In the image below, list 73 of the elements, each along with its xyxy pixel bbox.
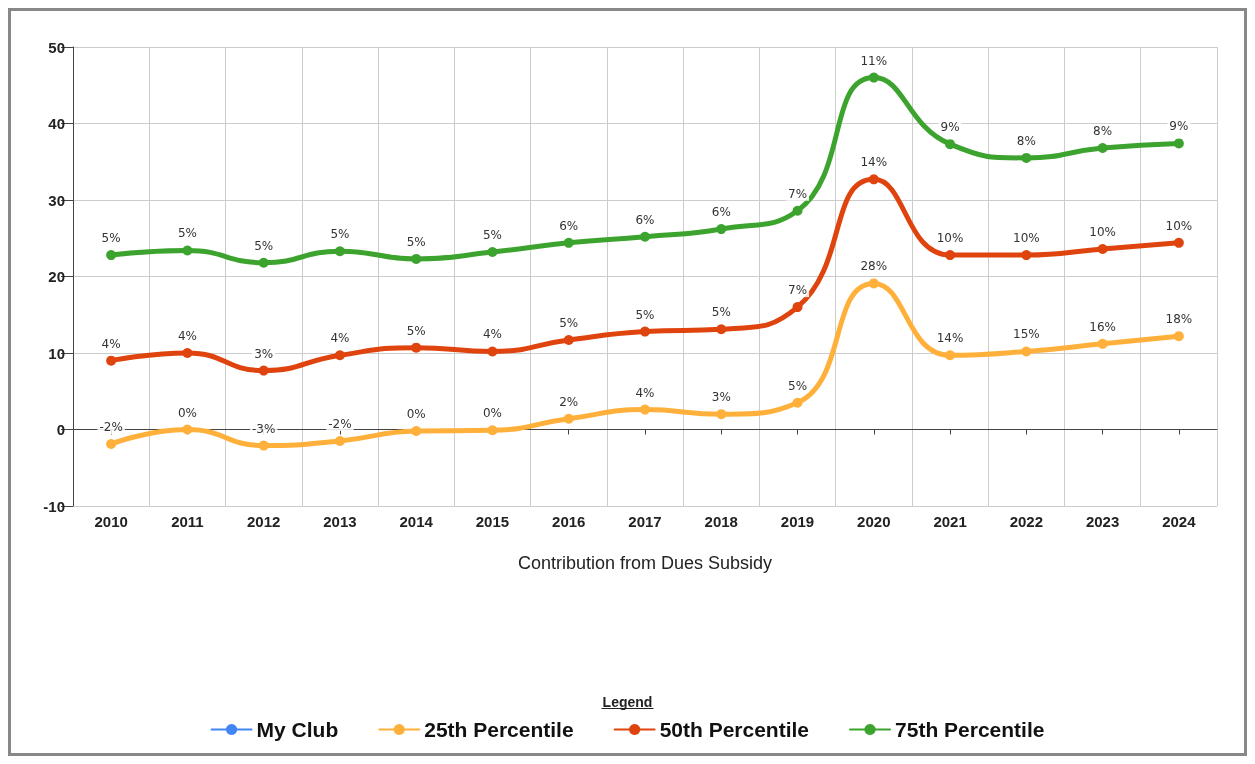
annotation: 9% <box>1169 119 1189 134</box>
annotation: 3% <box>711 390 731 405</box>
x-tick-label: 2014 <box>399 513 434 530</box>
x-tick-label: 2021 <box>933 513 967 530</box>
legend-label: My Club <box>256 718 339 741</box>
legend-title: Legend <box>602 694 653 710</box>
y-tick-label: 30 <box>48 191 65 209</box>
annotation: 4% <box>330 331 350 346</box>
x-axis-title: Contribution from Dues Subsidy <box>517 553 773 573</box>
annotation: -2% <box>328 416 352 431</box>
y-tick-label: -10 <box>43 497 65 515</box>
annotation: 14% <box>936 331 964 346</box>
annotation: 9% <box>940 120 960 135</box>
annotation: 5% <box>406 234 426 249</box>
x-tick-label: 2024 <box>1162 513 1197 530</box>
annotation: 5% <box>635 307 655 322</box>
annotation: -3% <box>251 421 276 436</box>
annotation: 0% <box>177 405 197 420</box>
annotation: 10% <box>1089 224 1116 239</box>
y-tick-label: 50 <box>48 38 65 56</box>
annotation: 10% <box>1165 218 1193 233</box>
legend-label: 50th Percentile <box>659 718 810 741</box>
annotation: 28% <box>860 259 888 274</box>
annotation: 2% <box>559 394 579 409</box>
x-tick-label: 2022 <box>1009 513 1044 530</box>
x-tick-label: 2017 <box>628 513 662 530</box>
annotation: 7% <box>788 186 808 201</box>
annotation: 10% <box>1013 231 1040 246</box>
annotation: 4% <box>635 385 655 400</box>
annotation: 5% <box>788 378 808 393</box>
annotation: 4% <box>482 327 502 342</box>
x-tick-label: 2010 <box>94 513 128 530</box>
annotation: 5% <box>330 227 350 242</box>
annotation: 5% <box>254 238 274 253</box>
annotation: 3% <box>254 346 274 361</box>
x-tick-label: 2012 <box>246 513 281 530</box>
x-tick-label: 2023 <box>1085 513 1120 530</box>
annotation: 6% <box>635 212 655 227</box>
y-tick-label: 0 <box>56 421 65 438</box>
annotation: 5% <box>177 226 197 241</box>
annotation: 6% <box>711 205 731 220</box>
annotation: 0% <box>482 406 502 421</box>
legend-label: 25th Percentile <box>424 718 574 741</box>
annotation: 0% <box>406 407 426 422</box>
annotation: 7% <box>788 283 808 298</box>
annotation: 10% <box>936 231 964 246</box>
y-tick-label: 10 <box>48 344 65 362</box>
annotation: 8% <box>1016 133 1036 148</box>
annotation: 18% <box>1165 312 1193 327</box>
annotation: 5% <box>559 315 579 330</box>
annotation: 6% <box>559 218 579 233</box>
x-tick-label: 2013 <box>323 513 357 530</box>
annotation: 5% <box>482 228 502 243</box>
annotation: 5% <box>406 323 426 338</box>
x-tick-label: 2015 <box>475 513 510 530</box>
x-tick-label: 2011 <box>171 513 204 530</box>
annotation: 11% <box>860 53 888 68</box>
x-tick-label: 2018 <box>704 513 738 530</box>
x-tick-label: 2019 <box>780 513 815 530</box>
y-tick-label: 40 <box>48 115 65 132</box>
annotation: 14% <box>860 155 888 170</box>
y-tick-label: 20 <box>48 268 65 285</box>
annotation: 4% <box>101 336 121 351</box>
annotation: 16% <box>1089 319 1116 334</box>
annotation: 4% <box>177 329 197 343</box>
annotation: 5% <box>101 231 121 246</box>
annotation: 8% <box>1093 123 1113 138</box>
x-tick-label: 2020 <box>857 513 891 530</box>
x-tick-label: 2016 <box>552 513 586 530</box>
legend-label: 75th Percentile <box>895 718 1045 741</box>
annotation: 15% <box>1013 327 1040 342</box>
annotation: 5% <box>711 305 731 320</box>
annotation: -2% <box>99 420 123 435</box>
